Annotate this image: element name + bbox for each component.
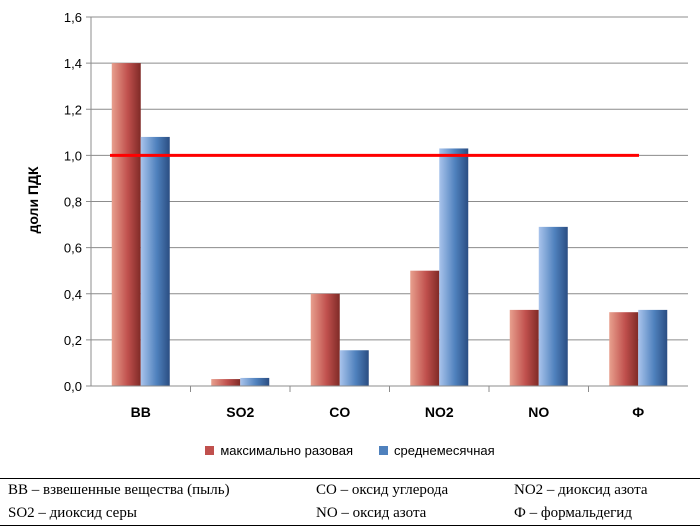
- legend-label-max: максимально разовая: [220, 443, 354, 458]
- x-tick-label: Ф: [632, 404, 644, 420]
- bar-max: [509, 309, 539, 386]
- bar-max: [410, 270, 440, 386]
- x-tick-label: CO: [329, 404, 350, 420]
- bar-max: [111, 63, 141, 386]
- bar-max: [609, 312, 639, 386]
- abbreviations-row: SO2 – диоксид серы NO – оксид азота Ф – …: [0, 502, 700, 526]
- bar-chart: 0,0 0,2 0,4 0,6 0,8 1,0 1,2 1,4 1,6 ВВ SO2 CO NO2 NO Ф…: [25, 10, 688, 420]
- x-tick-label: SO2: [226, 404, 254, 420]
- y-tick-label: 0,2: [64, 333, 82, 348]
- axes: 0,0 0,2 0,4 0,6 0,8 1,0 1,2 1,4 1,6 ВВ SO2 CO NO2 NO Ф: [64, 10, 688, 420]
- abbreviation-cell: NO2 – диоксид азота: [506, 478, 700, 502]
- bars: [111, 63, 668, 386]
- legend-item-avg: среднемесячная: [379, 443, 495, 458]
- abbreviations-table: ВВ – взвешенные вещества (пыль) СО – окс…: [0, 478, 700, 526]
- abbreviation-cell: Ф – формальдегид: [506, 502, 700, 526]
- y-tick-label: 0,6: [64, 241, 82, 256]
- legend-item-max: максимально разовая: [205, 443, 353, 458]
- bar-avg: [140, 136, 170, 386]
- y-tick-label: 1,0: [64, 148, 82, 163]
- abbreviations-row: ВВ – взвешенные вещества (пыль) СО – окс…: [0, 478, 700, 502]
- bar-avg: [339, 350, 369, 386]
- bar-avg: [538, 226, 568, 386]
- y-tick-label: 0,0: [64, 379, 82, 394]
- y-tick-label: 1,2: [64, 102, 82, 117]
- x-tick-label: NO: [528, 404, 549, 420]
- abbreviation-cell: SO2 – диоксид серы: [0, 502, 308, 526]
- y-tick-label: 1,6: [64, 10, 82, 25]
- x-tick-label: NO2: [425, 404, 454, 420]
- legend-label-avg: среднемесячная: [394, 443, 495, 458]
- bar-max: [211, 379, 241, 386]
- y-axis-label: доли ПДК: [25, 166, 41, 234]
- y-tick-label: 0,4: [64, 287, 82, 302]
- y-tick-label: 1,4: [64, 56, 82, 71]
- bar-avg: [638, 309, 668, 386]
- bar-max: [310, 293, 340, 386]
- bar-avg: [240, 377, 270, 386]
- bar-avg: [439, 148, 469, 386]
- y-tick-label: 0,8: [64, 195, 82, 210]
- gridlines: [91, 16, 688, 341]
- x-tick-label: ВВ: [131, 404, 151, 420]
- legend-swatch-max: [205, 446, 215, 455]
- abbreviation-cell: СО – оксид углерода: [308, 478, 506, 502]
- legend-swatch-avg: [379, 446, 389, 455]
- abbreviation-cell: ВВ – взвешенные вещества (пыль): [0, 478, 308, 502]
- abbreviation-cell: NO – оксид азота: [308, 502, 506, 526]
- legend: максимально разовая среднемесячная: [0, 443, 700, 458]
